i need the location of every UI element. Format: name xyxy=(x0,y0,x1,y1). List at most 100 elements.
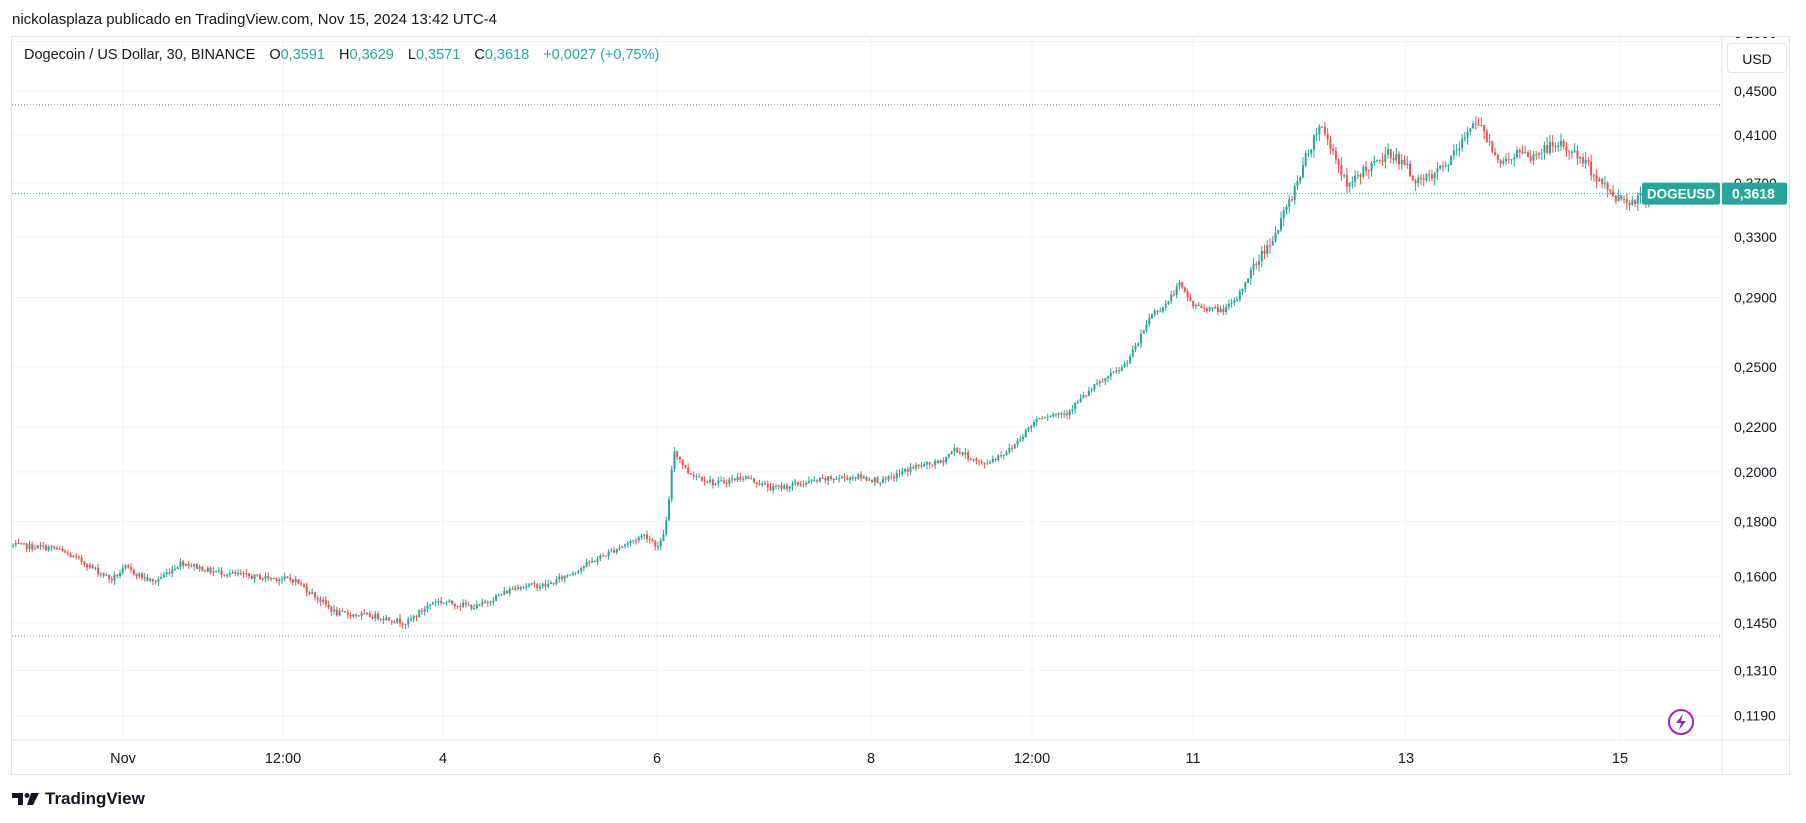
candle-body xyxy=(1145,324,1148,331)
candle-body xyxy=(379,618,382,620)
candle-body xyxy=(821,477,824,479)
candle-body xyxy=(1537,153,1540,155)
candle-body xyxy=(401,623,404,625)
candle-body xyxy=(1417,177,1420,184)
candle-body xyxy=(785,485,788,489)
candle-body xyxy=(322,600,325,602)
y-tick-label: 0,2500 xyxy=(1734,359,1777,375)
candle-body xyxy=(283,576,286,579)
candle-body xyxy=(437,600,440,603)
candle-body xyxy=(1161,307,1164,312)
candle-body xyxy=(736,476,739,481)
candle-body xyxy=(796,482,799,485)
candle-body xyxy=(412,616,415,619)
candle-body xyxy=(154,581,157,583)
candle-body xyxy=(88,564,91,568)
candle-body xyxy=(311,592,314,594)
candle-body xyxy=(1527,152,1530,157)
candle-body xyxy=(588,561,591,563)
candle-body xyxy=(297,579,300,584)
y-tick-label: 0,2900 xyxy=(1734,289,1777,305)
candle-body xyxy=(64,550,67,553)
candle-body xyxy=(434,602,437,604)
candle-body xyxy=(1387,149,1390,155)
candle-body xyxy=(14,542,17,545)
candle-body xyxy=(1406,163,1409,165)
candle-body xyxy=(928,462,931,465)
candle-body xyxy=(151,579,154,582)
candle-body xyxy=(936,460,939,463)
candle-body xyxy=(947,454,950,457)
candle-body xyxy=(1131,349,1134,357)
candle-body xyxy=(720,480,723,482)
candle-body xyxy=(1068,410,1071,416)
candle-body xyxy=(1183,287,1186,292)
candle-body xyxy=(72,555,75,558)
candle-body xyxy=(22,543,25,545)
candle-body xyxy=(1019,439,1022,441)
candle-body xyxy=(764,483,767,485)
candle-body xyxy=(887,476,890,480)
candle-body xyxy=(1032,421,1035,426)
candle-body xyxy=(464,602,467,605)
candle-body xyxy=(706,481,709,483)
candle-body xyxy=(1249,269,1252,279)
candle-body xyxy=(1153,310,1156,315)
candle-body xyxy=(728,479,731,484)
x-tick-label: 12:00 xyxy=(265,751,301,767)
candle-body xyxy=(1332,148,1335,151)
candle-body xyxy=(1480,124,1483,126)
candle-body xyxy=(1085,395,1088,397)
candle-body xyxy=(357,615,360,617)
candle-body xyxy=(1271,241,1274,246)
close-label: C xyxy=(474,47,485,63)
candle-body xyxy=(665,520,668,535)
candle-body xyxy=(1236,299,1239,301)
candle-body xyxy=(1293,186,1296,200)
candle-body xyxy=(695,476,698,478)
close-value: 0,3618 xyxy=(484,47,530,63)
candle-body xyxy=(1548,141,1551,153)
currency-button[interactable]: USD xyxy=(1727,43,1787,73)
candle-body xyxy=(1345,175,1348,187)
candle-body xyxy=(1279,218,1282,231)
candle-body xyxy=(1310,149,1313,154)
candle-body xyxy=(925,462,928,465)
candle-body xyxy=(237,573,240,575)
open-value: 0,3591 xyxy=(280,47,325,63)
candle-body xyxy=(969,459,972,461)
candle-body xyxy=(1557,145,1560,148)
candle-body xyxy=(1255,263,1258,265)
low-label: L xyxy=(407,47,416,63)
candle-body xyxy=(1403,159,1406,165)
candle-body xyxy=(1098,381,1101,384)
candle-body xyxy=(953,448,956,452)
candle-body xyxy=(1142,330,1145,334)
candle-body xyxy=(1054,414,1057,416)
candle-body xyxy=(1491,141,1494,153)
candle-body xyxy=(1118,370,1121,372)
candle-body xyxy=(901,471,904,475)
x-tick-label: 8 xyxy=(867,751,875,767)
candle-body xyxy=(1197,304,1200,306)
candle-body xyxy=(681,459,684,466)
candle-body xyxy=(1373,160,1376,164)
candle-body xyxy=(484,601,487,603)
candle-body xyxy=(816,480,819,482)
candle-body xyxy=(895,473,898,479)
candle-body xyxy=(618,547,621,550)
candle-body xyxy=(1351,181,1354,183)
candle-body xyxy=(961,452,964,455)
candle-body xyxy=(1203,307,1206,309)
y-tick-label: 0,4100 xyxy=(1734,127,1777,143)
candle-body xyxy=(514,587,517,590)
candle-body xyxy=(898,473,901,475)
candle-body xyxy=(176,567,179,569)
candle-body xyxy=(1156,310,1159,312)
y-tick-label: 0,1450 xyxy=(1734,615,1777,631)
candle-body xyxy=(917,465,920,467)
candle-body xyxy=(228,573,231,575)
candle-body xyxy=(643,534,646,536)
candle-body xyxy=(1129,356,1132,364)
